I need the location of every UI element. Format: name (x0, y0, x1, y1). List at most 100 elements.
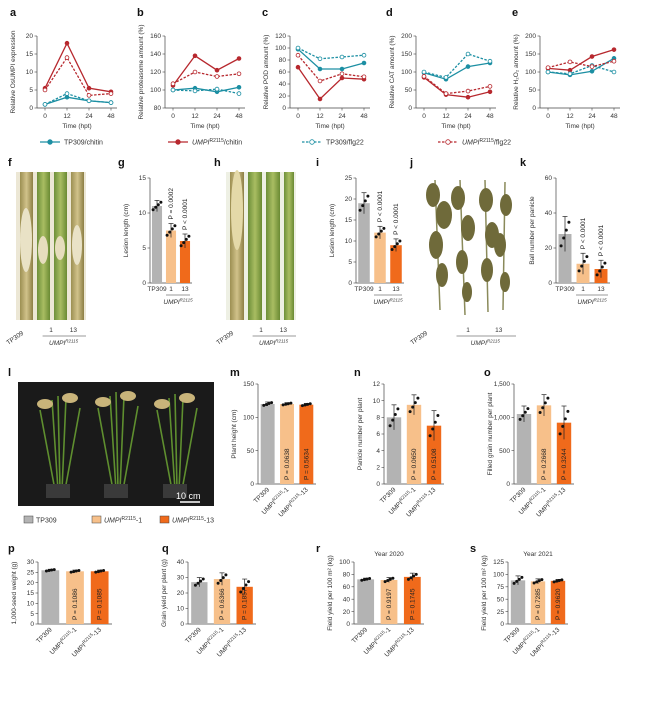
replicate-dot (515, 579, 519, 583)
photo-group-text: UMPI (49, 340, 65, 347)
bar (426, 425, 442, 484)
panel-label-o: o (484, 367, 491, 379)
p-value: P < 0.0001 (598, 224, 605, 256)
data-point (465, 51, 471, 57)
p-value: P < 0.0001 (393, 203, 400, 235)
x-tick-label: 24 (464, 113, 472, 120)
x-tick-label: TP309 (503, 626, 522, 645)
bar (90, 571, 109, 624)
replicate-dot (546, 396, 550, 400)
y-tick-label: 120 (275, 33, 286, 40)
panel-label-j: j (409, 157, 413, 169)
photo-group-text: UMPI (471, 340, 487, 347)
y-tick-label: 10 (26, 69, 34, 76)
y-tick-label: 80 (154, 105, 162, 112)
series-line-2 (547, 64, 615, 75)
bar (151, 206, 163, 283)
y-tick-label: 0 (180, 621, 184, 628)
y-axis-title: Relative proteasome amount (%) (138, 24, 145, 119)
p-value: P = 0.9620 (555, 588, 562, 620)
y-tick-label: 0 (532, 105, 536, 112)
y-tick-label: 10 (345, 238, 353, 245)
panel-label-b: b (137, 7, 144, 19)
data-point (236, 56, 242, 61)
y-tick-label: 40 (545, 210, 553, 217)
y-tick-label: 20 (26, 33, 34, 40)
replicate-dot (411, 405, 415, 409)
replicate-dot (241, 587, 245, 591)
y-axis-title: Relative POD amount (%) (263, 35, 270, 110)
photo-h (226, 170, 296, 320)
y-axis-title: Lesion length (cm) (123, 204, 130, 257)
y-tick-label: 120 (150, 69, 161, 76)
x-tick-text: UMPI (278, 502, 295, 519)
x-tick-text: TP309 (379, 486, 398, 505)
panel-label-s: s (470, 543, 476, 555)
replicate-dot (244, 583, 248, 587)
replicate-dot (395, 242, 399, 246)
data-point (42, 102, 48, 107)
y-tick-label: 6 (376, 431, 380, 438)
photo-group-sup: R2115 (487, 339, 500, 344)
replicate-dot (518, 417, 522, 421)
series-line-1 (297, 66, 365, 100)
x-tick-text: UMPI (49, 640, 66, 657)
bar (550, 580, 566, 624)
series-line-2 (423, 53, 491, 79)
replicate-dot (102, 568, 106, 572)
group-label: UMPIR2115 (373, 298, 403, 307)
y-axis-title: Lesion length (cm) (329, 204, 336, 257)
group-label-sup: R2115 (390, 298, 403, 303)
y-tick-label: 1,500 (494, 381, 511, 388)
data-point (64, 91, 70, 96)
x-tick-label: TP309 (379, 486, 398, 505)
series-line-0 (547, 57, 615, 76)
replicate-dot (306, 402, 310, 406)
data-point (339, 66, 345, 72)
y-tick-label: 25 (27, 570, 35, 577)
legend-genotypes: TP309 UMPIR2115-1 UMPIR2115-13 (23, 515, 214, 525)
legend-marker (47, 139, 53, 145)
y-tick-label: 0 (250, 481, 254, 488)
data-point (465, 64, 471, 69)
replicate-dot (201, 577, 205, 581)
y-axis-title: Panicle number per plant (357, 398, 364, 470)
data-point (317, 96, 323, 102)
panel-label-e: e (512, 7, 518, 19)
y-tick-label: 40 (279, 81, 287, 88)
replicate-dot (436, 414, 440, 418)
y-tick-label: 0 (500, 621, 504, 628)
replicate-dot (289, 401, 293, 405)
y-tick-label: 0 (376, 481, 380, 488)
y-tick-label: 10 (373, 398, 381, 405)
x-tick-suffix: -1 (281, 486, 290, 495)
y-axis-title: Relative OsUMPI expression (10, 30, 17, 113)
replicate-dot (567, 220, 571, 224)
replicate-dot (308, 402, 312, 406)
data-point (108, 91, 114, 96)
legend-sup: R2115 (190, 516, 205, 522)
x-tick-label: 48 (486, 113, 494, 120)
replicate-dot (362, 578, 366, 582)
p-value: P < 0.0001 (182, 198, 189, 230)
y-tick-label: 0 (29, 105, 33, 112)
data-point (170, 87, 176, 93)
y-tick-label: 30 (177, 575, 185, 582)
y-axis-title: Relative CAT amount (%) (389, 35, 396, 108)
x-tick-label: 13 (392, 286, 400, 293)
data-point (589, 54, 595, 59)
x-tick-label: 0 (546, 113, 550, 120)
x-tick-text: UMPI (405, 502, 422, 519)
y-axis-title: Field yield per 100 m² (kg) (327, 555, 334, 631)
y-tick-label: 12 (373, 381, 381, 388)
x-tick-text: TP309 (509, 486, 528, 505)
replicate-dot (377, 232, 381, 236)
series-line-3 (172, 71, 240, 85)
x-tick-label: 48 (360, 113, 368, 120)
data-point (545, 69, 551, 75)
chart-k: 0 20 40 60 Ball number per panicle TP309 1 P < … (529, 175, 610, 306)
replicate-dot (219, 578, 223, 582)
y-tick-label: 10 (27, 601, 35, 608)
legend-suffix: -1 (136, 518, 142, 525)
